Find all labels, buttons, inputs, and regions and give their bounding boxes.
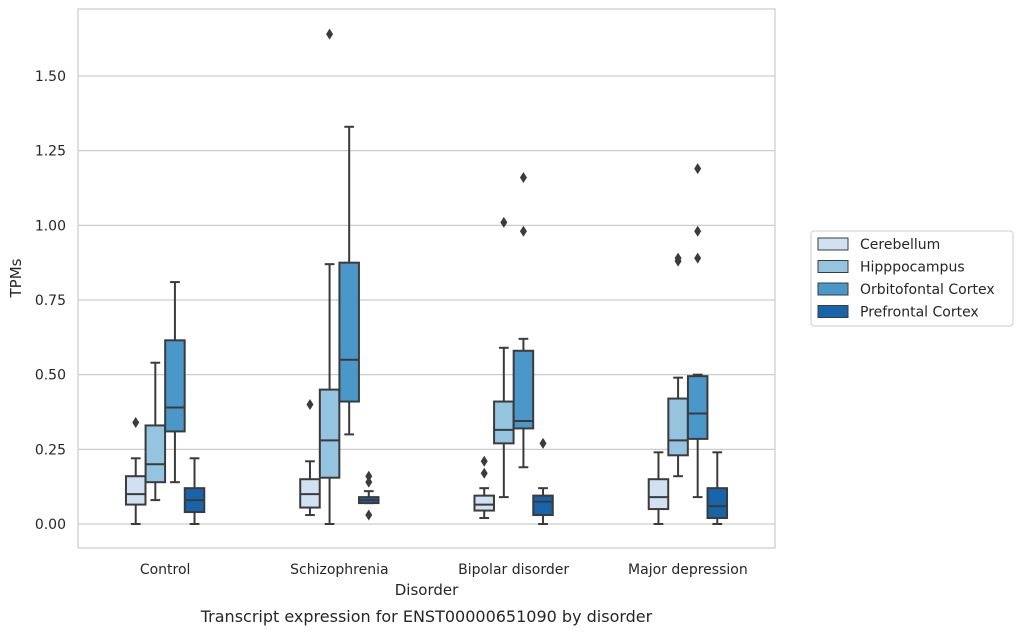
iqr-box xyxy=(647,478,670,511)
iqr-box xyxy=(164,339,186,433)
box-cerebellum xyxy=(299,399,321,517)
iqr-box xyxy=(512,349,535,430)
outlier-point xyxy=(306,399,314,411)
iqr-box xyxy=(686,375,709,440)
legend-frame xyxy=(810,230,1014,327)
legend: Cerebellum Hipppocampus Orbitofontal Corte… xyxy=(810,230,1014,327)
gridlines xyxy=(78,75,775,525)
iqr-box xyxy=(318,388,341,479)
box-cerebellum xyxy=(473,455,495,520)
y-tick-label: 0.75 xyxy=(35,293,66,309)
x-tick-label: Major depression xyxy=(628,562,748,578)
box-cerebellum xyxy=(124,416,147,525)
legend-label: Hipppocampus xyxy=(860,260,965,276)
legend-swatch xyxy=(817,305,849,318)
box-hipppocampus xyxy=(493,216,515,499)
box-hipppocampus xyxy=(144,361,167,502)
iqr-box xyxy=(144,424,167,484)
legend-label: Prefrontal Cortex xyxy=(860,305,979,321)
outlier-point xyxy=(519,172,527,184)
iqr-box xyxy=(667,397,689,457)
box-prefrontal-cortex xyxy=(183,457,206,525)
box-prefrontal-cortex xyxy=(706,451,729,525)
x-axis-title: Disorder xyxy=(395,581,459,599)
outlier-point xyxy=(365,470,373,482)
y-tick-label: 0.50 xyxy=(35,368,66,384)
y-axis-title: TPMs xyxy=(7,258,25,298)
iqr-box xyxy=(338,261,360,403)
outlier-point xyxy=(480,467,488,479)
box-hipppocampus xyxy=(667,252,689,478)
y-tick-labels: 0.00 0.25 0.50 0.75 1.00 1.25 1.50 xyxy=(35,69,66,533)
outlier-point xyxy=(674,252,682,264)
outlier-point xyxy=(365,509,373,521)
outlier-point xyxy=(500,216,508,228)
iqr-box xyxy=(124,475,147,506)
y-tick-label: 1.50 xyxy=(35,69,66,85)
x-tick-label: Bipolar disorder xyxy=(458,562,569,578)
iqr-box xyxy=(532,494,554,517)
box-orbitofontal-cortex xyxy=(686,163,709,499)
box-groups xyxy=(124,28,729,525)
box-orbitofontal-cortex xyxy=(164,281,186,484)
x-tick-label: Schizophrenia xyxy=(290,562,388,578)
legend-swatch xyxy=(817,260,849,273)
box-orbitofontal-cortex xyxy=(338,125,360,436)
legend-swatch xyxy=(817,237,849,251)
iqr-box xyxy=(473,494,495,512)
outlier-point xyxy=(326,28,334,40)
outlier-point xyxy=(539,437,547,449)
box-prefrontal-cortex xyxy=(358,470,380,521)
x-tick-label: Control xyxy=(140,562,191,578)
plot-frame xyxy=(77,8,776,549)
box-orbitofontal-cortex xyxy=(512,172,535,469)
iqr-box xyxy=(706,487,729,520)
outlier-point xyxy=(519,225,527,237)
y-tick-label: 1.25 xyxy=(35,144,66,160)
box-hipppocampus xyxy=(318,28,341,525)
y-tick-label: 1.00 xyxy=(35,218,66,234)
outlier-point xyxy=(694,163,702,175)
box-prefrontal-cortex xyxy=(532,437,554,525)
outlier-point xyxy=(365,476,373,488)
y-tick-label: 0.25 xyxy=(35,442,66,458)
outlier-point xyxy=(480,455,488,467)
legend-label: Orbitofontal Cortex xyxy=(860,282,995,298)
y-tick-label: 0.00 xyxy=(35,517,66,533)
iqr-box xyxy=(493,400,515,445)
legend-swatch xyxy=(817,282,849,296)
x-tick-labels: Control Schizophrenia Bipolar disorder Majo… xyxy=(140,562,748,578)
outlier-point xyxy=(694,252,702,264)
box-cerebellum xyxy=(647,451,670,525)
legend-label: Cerebellum xyxy=(860,237,940,253)
figure-caption: Transcript expression for ENST0000065109… xyxy=(200,607,653,626)
outlier-point xyxy=(694,225,702,237)
outlier-point xyxy=(132,416,140,428)
